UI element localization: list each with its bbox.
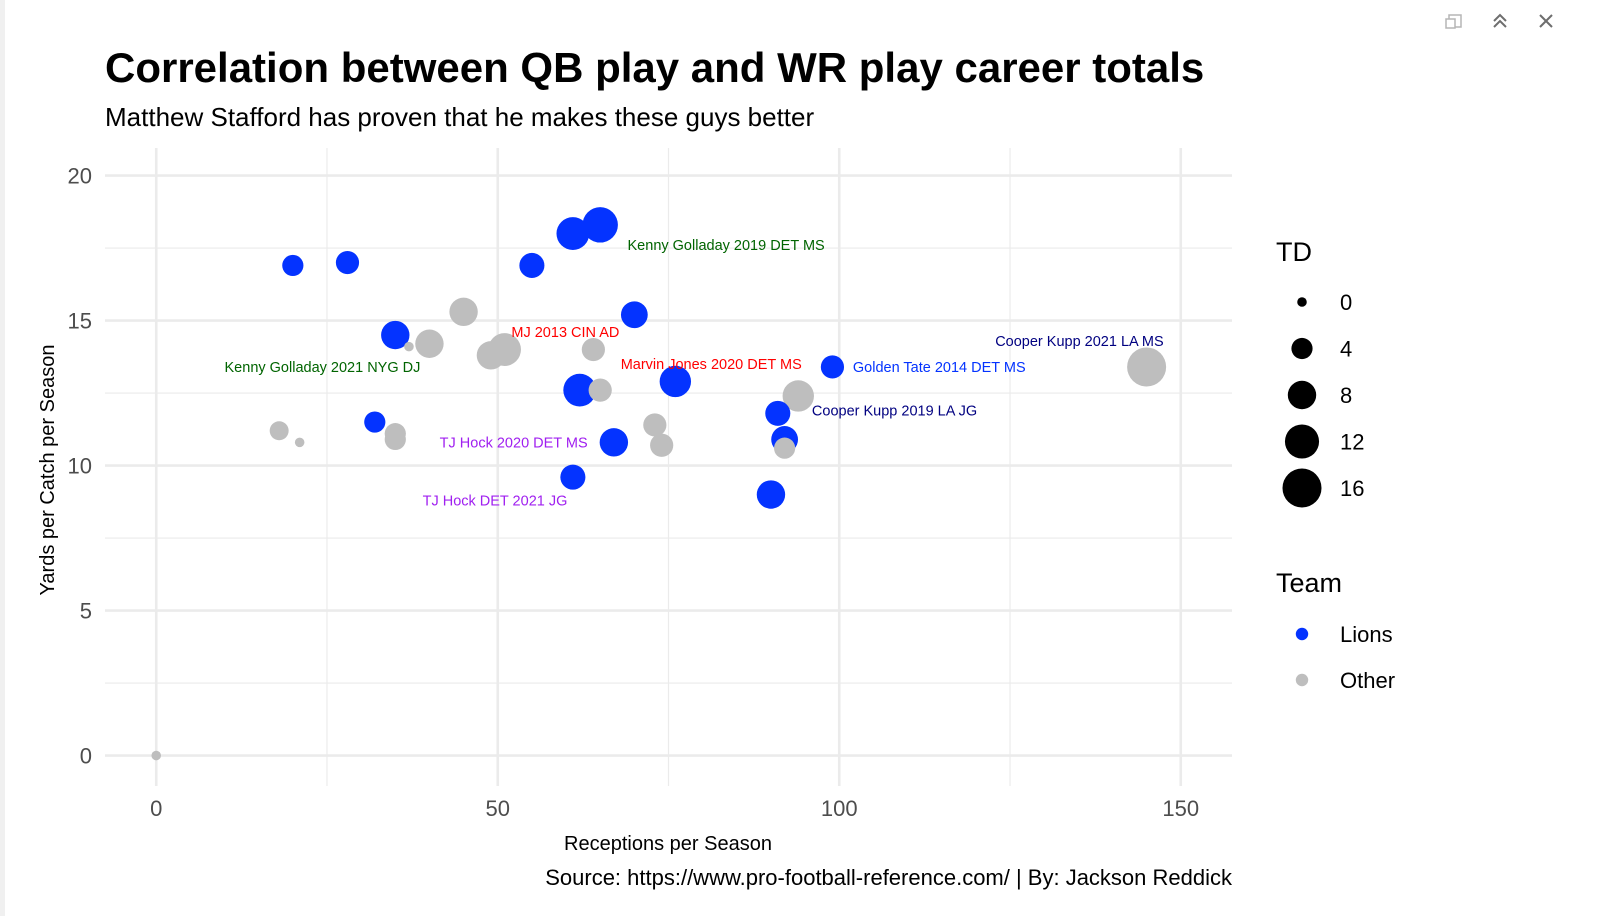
x-tick-label: 50	[486, 796, 510, 821]
data-point-lions	[519, 252, 545, 278]
legend-color-key	[1295, 627, 1309, 641]
data-point-lions	[756, 480, 786, 509]
data-point-other	[151, 750, 162, 761]
y-tick-label: 20	[68, 164, 92, 189]
data-point-lions	[820, 355, 845, 379]
y-tick-label: 5	[80, 599, 92, 624]
data-point-other	[384, 428, 406, 451]
legend-color-label: Lions	[1340, 622, 1393, 647]
data-point-other	[782, 380, 814, 412]
data-point-other	[650, 433, 674, 457]
legend-size-label: 12	[1340, 430, 1364, 455]
point-annotation: Cooper Kupp 2021 LA MS	[995, 334, 1163, 350]
data-point-other	[449, 297, 478, 327]
data-point-other	[1127, 347, 1167, 387]
data-point-other	[269, 421, 289, 441]
y-tick-label: 0	[80, 744, 92, 769]
legend-size-title: TD	[1276, 237, 1312, 267]
chart-subtitle: Matthew Stafford has proven that he make…	[105, 102, 814, 132]
legend-color-key	[1295, 673, 1309, 687]
legend-size-key	[1291, 337, 1313, 360]
point-annotations: Kenny Golladay 2019 DET MS MJ 2013 CIN AD…	[225, 238, 1164, 509]
x-tick-label: 0	[150, 796, 162, 821]
data-point-other	[581, 337, 605, 362]
y-tick-label: 15	[68, 309, 92, 334]
chart-title: Correlation between QB play and WR play …	[105, 44, 1204, 91]
legend: TD Team 0 4 8 12 16 Lions Other	[1276, 237, 1395, 693]
data-point-lions	[659, 365, 692, 398]
data-point-lions	[556, 217, 590, 250]
data-point-other	[643, 413, 667, 437]
y-axis-title: Yards per Catch per Season	[37, 345, 59, 596]
data-point-other	[404, 341, 414, 352]
data-point-lions	[599, 428, 629, 457]
legend-color-label: Other	[1340, 668, 1395, 693]
window-controls	[1443, 10, 1557, 32]
x-tick-label: 100	[821, 796, 858, 821]
close-icon[interactable]	[1535, 10, 1557, 32]
axis-tick-labels: 0 50 100 150 0 5 10 15 20	[68, 164, 1200, 821]
point-annotation: Kenny Golladay 2021 NYG DJ	[225, 360, 421, 376]
point-annotation: Marvin Jones 2020 DET MS	[621, 357, 802, 373]
point-annotation: Kenny Golladay 2019 DET MS	[628, 238, 825, 254]
legend-color-title: Team	[1276, 568, 1342, 598]
data-point-lions	[364, 411, 386, 433]
point-annotation: TJ Hock 2020 DET MS	[440, 435, 588, 451]
legend-size-label: 16	[1340, 476, 1364, 501]
y-tick-label: 10	[68, 454, 92, 479]
data-point-other	[588, 378, 612, 402]
data-point-other	[774, 437, 796, 459]
data-point-lions	[563, 373, 597, 407]
legend-size-label: 4	[1340, 337, 1352, 362]
legend-size-key	[1297, 297, 1307, 307]
chart-caption: Source: https://www.pro-football-referen…	[545, 865, 1233, 890]
data-point-lions	[335, 250, 360, 275]
x-tick-label: 150	[1162, 796, 1199, 821]
data-point-other	[415, 329, 444, 358]
window-left-edge	[0, 0, 5, 916]
collapse-up-icon[interactable]	[1489, 10, 1511, 32]
legend-size-key	[1287, 380, 1317, 410]
window-restore-icon[interactable]	[1443, 10, 1465, 32]
data-point-lions	[765, 400, 791, 426]
legend-size-label: 8	[1340, 383, 1352, 408]
data-point-lions	[381, 320, 410, 350]
point-annotation: TJ Hock DET 2021 JG	[423, 493, 568, 509]
point-annotation: Golden Tate 2014 DET MS	[853, 360, 1026, 376]
data-point-lions	[560, 464, 586, 490]
legend-size-key	[1282, 468, 1322, 508]
data-point-lions	[282, 254, 304, 277]
data-point-lions	[620, 301, 648, 329]
data-point-lions	[582, 207, 618, 243]
x-axis-title: Receptions per Season	[564, 833, 772, 855]
grid-lines	[105, 148, 1232, 786]
legend-size-label: 0	[1340, 290, 1352, 315]
point-annotation: Cooper Kupp 2019 LA JG	[812, 403, 977, 419]
data-points	[151, 207, 1167, 761]
data-point-other	[294, 437, 305, 448]
data-point-other	[476, 341, 506, 370]
point-annotation: MJ 2013 CIN AD	[511, 325, 619, 341]
legend-size-key	[1284, 424, 1320, 459]
